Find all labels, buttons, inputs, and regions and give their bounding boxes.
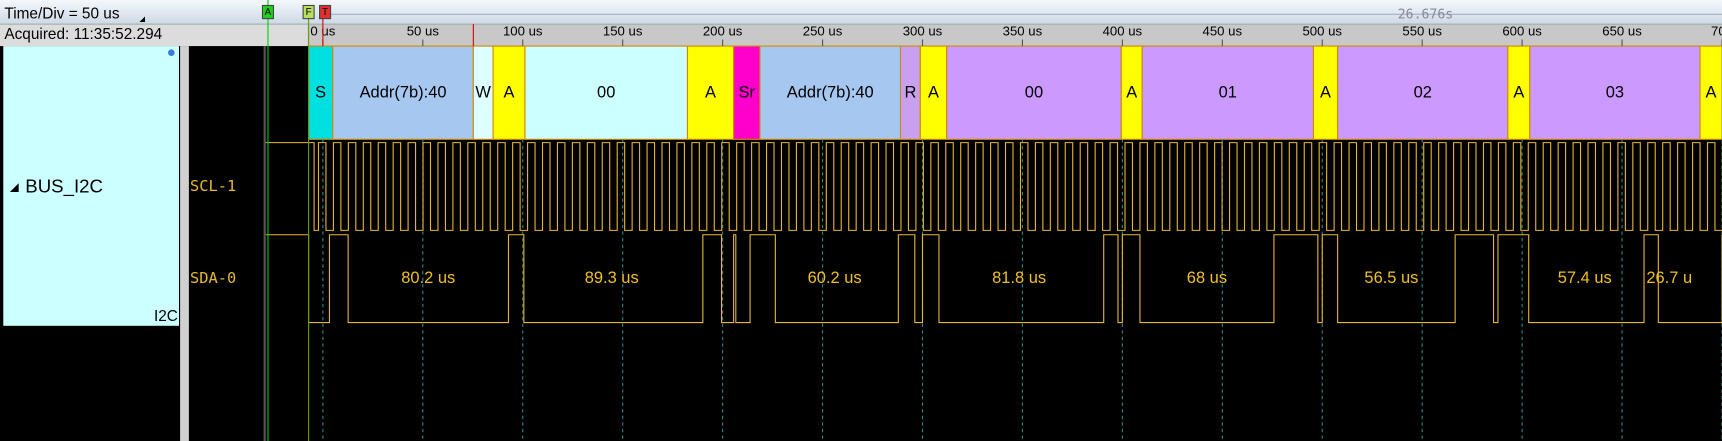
bus-panel[interactable] [3,46,180,326]
marker-label: F [306,7,312,18]
packet-label: 00 [1025,84,1043,102]
packet-label: A [504,84,515,102]
tick-label: 300 us [903,23,943,38]
measurement: 68 us [1187,269,1227,287]
packet [1141,45,1315,140]
separator [263,46,266,441]
marker-label: A [265,7,272,18]
bus-protocol: I2C [154,308,178,325]
packet [1312,45,1339,140]
packet [1699,45,1722,140]
tick-label: 700 [1711,23,1722,38]
packet-label: S [315,84,326,102]
packet-label: 03 [1606,84,1624,102]
packet-label: Addr(7b):40 [360,84,447,102]
tick-label: 100 us [503,23,543,38]
packet-label: A [1126,84,1137,102]
packet [1529,45,1701,140]
time-axis [307,24,1722,47]
marker[interactable] [261,4,275,20]
tick-label: 450 us [1203,23,1243,38]
tick-label: 500 us [1302,23,1342,38]
packet [733,45,761,140]
tick-label: 150 us [603,23,643,38]
measurement: 60.2 us [808,269,862,287]
measurement: 80.2 us [401,269,455,287]
packet-label: Addr(7b):40 [787,84,874,102]
measurement: 81.8 us [992,269,1046,287]
scl-wave [265,142,1722,231]
tick-label: 550 us [1402,23,1442,38]
measurement: 89.3 us [585,269,639,287]
packet-label: A [1320,84,1331,102]
packet-label: Sr [739,84,756,102]
tick-label: 600 us [1502,23,1542,38]
packet [759,45,902,140]
packet-label: A [1706,84,1717,102]
time-div[interactable]: Time/Div = 50 us [4,5,119,22]
tick-label: 250 us [803,23,843,38]
tick-label: 350 us [1003,23,1043,38]
marker[interactable] [319,4,332,20]
packet-label: A [928,84,939,102]
marker-label: T [322,7,328,18]
packet-label: R [904,84,916,102]
settings-icon[interactable] [168,49,175,56]
tick-label: 200 us [703,23,743,38]
marker[interactable] [302,4,315,20]
packet-label: A [1513,84,1524,102]
dropdown-icon[interactable] [139,16,145,22]
signal-name: SCL-1 [190,177,236,195]
sda-wave [265,234,1722,324]
packet [524,45,689,140]
signal-name: SDA-0 [190,269,236,287]
packet-label: W [475,84,491,102]
tick-label: 400 us [1103,23,1143,38]
packet [492,45,526,140]
cursor-time: 26.676s [1398,7,1453,22]
packet [919,45,948,140]
tick-label: 650 us [1602,23,1642,38]
toolbar [0,0,1722,25]
measurement: 26.7 u [1646,269,1692,287]
measurement: 57.4 us [1558,269,1612,287]
measurement: 56.5 us [1364,269,1418,287]
bus-name: BUS_I2C [25,176,103,198]
packet-label: 02 [1414,84,1432,102]
tick-label: 50 us [407,23,440,38]
splitter[interactable] [180,46,189,441]
packet-label: 01 [1219,84,1237,102]
packet-label: A [705,84,716,102]
packet-label: 00 [597,84,615,102]
packet [946,45,1122,140]
acquired-bar [0,24,308,47]
acquired-time: Acquired: 11:35:52.294 [4,26,162,43]
